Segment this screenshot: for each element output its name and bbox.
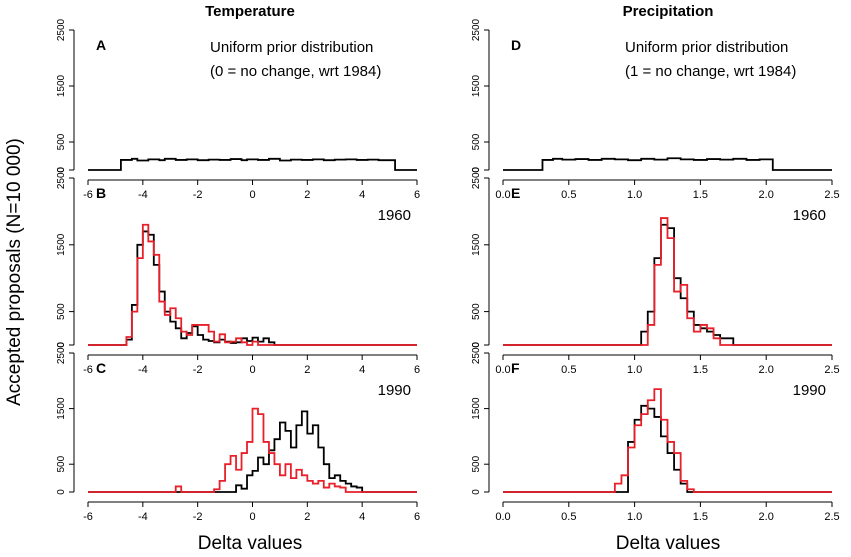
y-tick-label: 500 (56, 133, 67, 150)
y-tick-label: 2500 (56, 166, 67, 189)
y-tick-label: 0 (56, 167, 67, 173)
x-tick-label: -4 (138, 189, 148, 201)
x-tick-label: 0.0 (495, 511, 510, 523)
panel-annotation: (1 = no change, wrt 1984) (625, 63, 796, 80)
year-label: 1990 (793, 382, 826, 399)
histogram-red-series (503, 217, 832, 346)
x-tick-label: 1.0 (627, 511, 642, 523)
x-tick-label: 1.5 (693, 511, 708, 523)
x-tick-label: -2 (193, 364, 203, 376)
y-tick-label: 1500 (471, 74, 482, 97)
x-tick-label: 0.5 (561, 364, 576, 376)
year-label: 1960 (378, 207, 411, 224)
histogram-prior-series (88, 157, 417, 171)
x-tick-label: 0.5 (561, 189, 576, 201)
x-tick-label: 2.5 (824, 364, 839, 376)
panel-c: 0 500 1500 2500 -6 -4 -2 0 2 4 6 C 1990 (56, 341, 420, 523)
x-tick-label: 4 (359, 511, 365, 523)
x-tick-label: 4 (359, 364, 365, 376)
x-tick-label: 0.0 (495, 364, 510, 376)
x-tick-label: -4 (138, 364, 148, 376)
x-tick-label: 6 (414, 364, 420, 376)
panel-e: 0 500 1500 2500 0.0 0.5 1.0 1.5 2.0 2.5 E 1960 (471, 166, 840, 376)
panel-letter: F (511, 360, 520, 376)
y-tick-label: 500 (471, 303, 482, 320)
panel-letter: D (511, 37, 521, 53)
histogram-black-series (503, 404, 832, 493)
x-tick-label: -6 (83, 189, 93, 201)
y-tick-label: 500 (56, 455, 67, 472)
histogram-black-series (503, 223, 832, 346)
x-tick-label: 2 (304, 189, 310, 201)
x-tick-label: -2 (193, 189, 203, 201)
x-tick-label: -6 (83, 364, 93, 376)
y-tick-label: 1500 (56, 233, 67, 256)
x-tick-label: 0 (249, 189, 255, 201)
panel-d: 0 500 1500 2500 0.0 0.5 1.0 1.5 2.0 2.5 D Uniform p… (471, 18, 840, 201)
histogram-red-series (503, 388, 832, 493)
x-tick-label: 0.0 (495, 189, 510, 201)
column-title-precipitation: Precipitation (623, 3, 714, 20)
y-tick-label: 0 (471, 489, 482, 495)
x-tick-label: -4 (138, 511, 148, 523)
y-tick-label: 1500 (471, 233, 482, 256)
x-tick-label: 0 (249, 364, 255, 376)
x-tick-label: 2.5 (824, 189, 839, 201)
x-tick-label: 2 (304, 511, 310, 523)
panel-letter: C (96, 360, 106, 376)
y-tick-label: 0 (471, 167, 482, 173)
year-label: 1960 (793, 207, 826, 224)
histogram-prior-series (503, 157, 832, 171)
x-tick-label: -2 (193, 511, 203, 523)
panel-letter: B (96, 185, 106, 201)
histogram-red-series (88, 407, 417, 493)
y-tick-label: 2500 (56, 341, 67, 364)
y-tick-label: 2500 (471, 341, 482, 364)
x-tick-label: 6 (414, 511, 420, 523)
year-label: 1990 (378, 382, 411, 399)
panel-annotation: Uniform prior distribution (210, 39, 373, 56)
x-tick-label: 0.5 (561, 511, 576, 523)
column-title-temperature: Temperature (205, 3, 295, 20)
y-tick-label: 1500 (56, 74, 67, 97)
panel-letter: A (96, 37, 106, 53)
panel-f: 0 500 1500 2500 0.0 0.5 1.0 1.5 2.0 2.5 F 1990 (471, 341, 840, 523)
x-tick-label: 1.0 (627, 189, 642, 201)
x-tick-label: 2.5 (824, 511, 839, 523)
x-axis-title-right: Delta values (616, 533, 721, 554)
panel-letter: E (511, 185, 520, 201)
x-tick-label: -6 (83, 511, 93, 523)
panel-b: 0 500 1500 2500 -6 -4 -2 0 2 4 6 B 1960 (56, 166, 420, 376)
x-axis-title-left: Delta values (198, 533, 303, 554)
panel-annotation: Uniform prior distribution (625, 39, 788, 56)
y-tick-label: 0 (471, 342, 482, 348)
x-tick-label: 1.0 (627, 364, 642, 376)
y-tick-label: 0 (56, 489, 67, 495)
histogram-red-series (88, 223, 417, 346)
y-tick-label: 500 (471, 133, 482, 150)
histogram-black-series (88, 410, 417, 493)
x-tick-label: 1.5 (693, 364, 708, 376)
y-axis-title: Accepted proposals (N=10 000) (4, 138, 25, 406)
panel-annotation: (0 = no change, wrt 1984) (210, 63, 381, 80)
y-tick-label: 1500 (471, 397, 482, 420)
x-tick-label: 2 (304, 364, 310, 376)
y-tick-label: 1500 (56, 397, 67, 420)
panel-a: 0 500 1500 2500 -6 -4 -2 0 2 4 6 A Uniform prior dis… (56, 18, 420, 201)
y-tick-label: 0 (56, 342, 67, 348)
x-tick-label: 6 (414, 189, 420, 201)
y-tick-label: 2500 (56, 18, 67, 41)
x-tick-label: 2.0 (759, 511, 774, 523)
y-tick-label: 2500 (471, 166, 482, 189)
x-tick-label: 2.0 (759, 364, 774, 376)
x-tick-label: 4 (359, 189, 365, 201)
x-tick-label: 0 (249, 511, 255, 523)
x-tick-label: 1.5 (693, 189, 708, 201)
x-tick-label: 2.0 (759, 189, 774, 201)
y-tick-label: 500 (56, 303, 67, 320)
y-tick-label: 500 (471, 455, 482, 472)
y-tick-label: 2500 (471, 18, 482, 41)
